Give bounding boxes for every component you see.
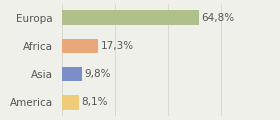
- Bar: [62, 67, 82, 81]
- Bar: [62, 10, 199, 25]
- Bar: [62, 95, 79, 110]
- Text: 9,8%: 9,8%: [85, 69, 111, 79]
- Bar: [62, 39, 98, 53]
- Text: 64,8%: 64,8%: [202, 13, 235, 23]
- Text: 8,1%: 8,1%: [81, 97, 108, 107]
- Text: 17,3%: 17,3%: [101, 41, 134, 51]
